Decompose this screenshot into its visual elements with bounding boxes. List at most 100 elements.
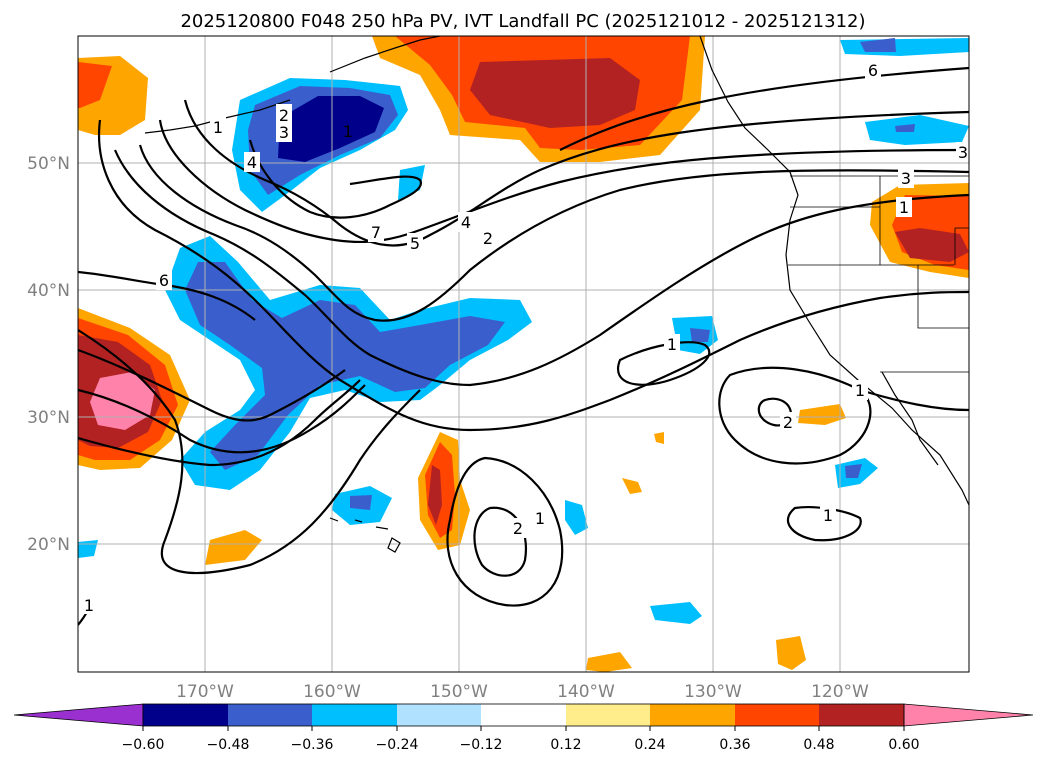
- neg-blob-ne-2-core: [895, 124, 915, 132]
- label-bg-e: [156, 270, 172, 290]
- neg-blob-1: [398, 165, 425, 200]
- pos-region-central-max: [428, 465, 442, 525]
- coast-hawaii: [329, 517, 401, 553]
- pos-region-nw-core: [78, 62, 112, 108]
- contour-sw-4: [78, 379, 361, 467]
- pos-blob-6: [654, 432, 664, 444]
- contour-label: 1: [84, 596, 94, 615]
- coast-west-na: [699, 36, 969, 506]
- lon-label: 150°W: [430, 682, 488, 702]
- contour-labels: 1 2 3 4 6 7 5 4 2 1 2 1 1 2: [82, 60, 970, 615]
- gridlines: [78, 36, 969, 672]
- pos-blob-5: [622, 478, 642, 494]
- colorbar-ticks: [142, 726, 905, 731]
- label-bg-d: [244, 152, 260, 172]
- pos-region-gulf-alaska-max: [470, 58, 640, 128]
- colorbar-tick-label: 0.36: [719, 737, 750, 753]
- neg-blob-3-core: [350, 495, 372, 510]
- contour-5: [183, 99, 969, 247]
- map-frame: [77, 35, 970, 673]
- contour-label: 3: [958, 143, 968, 162]
- pos-blob-1: [205, 530, 262, 565]
- colorbar-tick-label: −0.48: [207, 737, 250, 753]
- contour-label: 1: [213, 118, 223, 137]
- lon-label: 130°W: [684, 682, 742, 702]
- label-bg-n: [780, 412, 796, 432]
- contour-7: [248, 139, 423, 219]
- pos-region-west-max: [90, 372, 155, 430]
- figure-title: 2025120800 F048 250 hPa PV, IVT Landfall…: [180, 11, 865, 32]
- contour-label: 2: [279, 106, 289, 125]
- coast-alaska-peninsula: [329, 36, 441, 73]
- contour-label: 2: [483, 229, 493, 248]
- contour-6-east: [559, 66, 969, 151]
- contour-sw-2: [78, 348, 346, 422]
- label-bg-g: [407, 233, 423, 253]
- contour-label: 1: [899, 198, 909, 217]
- lat-label: 20°N: [27, 535, 70, 555]
- colorbar-segment: [819, 704, 904, 726]
- label-bg-j: [664, 334, 680, 354]
- neg-blob-5: [650, 602, 702, 624]
- colorbar-segment: [143, 704, 228, 726]
- label-bg-o: [820, 505, 836, 525]
- colorbar-frame: [142, 703, 905, 727]
- label-bg-k: [510, 518, 526, 538]
- label-bg-a: [210, 116, 226, 136]
- colorbar-tick-label: −0.60: [122, 737, 165, 753]
- shaded-fields: [78, 36, 969, 672]
- lon-label: 140°W: [557, 682, 615, 702]
- contour-label: 7: [371, 223, 381, 242]
- colorbar-tick-label: −0.36: [291, 737, 334, 753]
- lat-label: 50°N: [27, 154, 70, 174]
- label-bg-l: [532, 508, 548, 528]
- contour-label: 2: [783, 413, 793, 432]
- contour-label: 1: [823, 506, 833, 525]
- political-borders: [788, 175, 969, 373]
- neg-blob-ne-2: [865, 115, 969, 145]
- colorbar-segment: [566, 704, 650, 726]
- coast-baja: [881, 371, 939, 466]
- contour-1-north: [98, 119, 969, 432]
- colorbar-segment: [735, 704, 819, 726]
- neg-blob-6: [565, 500, 588, 535]
- pos-blob-3: [776, 636, 806, 670]
- label-bg-r: [896, 197, 912, 217]
- longitude-labels: 170°W 160°W 150°W 140°W 130°W 120°W: [176, 682, 869, 702]
- neg-region-north-core: [278, 96, 384, 162]
- contour-east-2: [757, 397, 793, 427]
- colorbar-tick-label: 0.48: [803, 737, 834, 753]
- contour-label: 6: [159, 271, 169, 290]
- contour-label: 2: [513, 519, 523, 538]
- label-bg-u: [82, 596, 96, 614]
- label-bg-i: [480, 228, 496, 248]
- lon-label: 120°W: [811, 682, 869, 702]
- contour-label: 5: [410, 234, 420, 253]
- coastlines: [144, 36, 969, 553]
- contour-label: 4: [461, 213, 471, 232]
- label-bg-m: [852, 380, 868, 400]
- pos-region-ne-max: [895, 228, 969, 262]
- contour-label: 1: [855, 381, 865, 400]
- label-bg-b: [276, 104, 292, 124]
- colorbar-extension-low: [13, 703, 144, 727]
- neg-blob-ne-1-core: [860, 38, 896, 52]
- lat-label: 30°N: [27, 408, 70, 428]
- colorbar-tick-label: 0.24: [634, 737, 665, 753]
- contour-low-1: [446, 456, 564, 607]
- colorbar-tick-label: −0.24: [376, 737, 419, 753]
- colorbar: −0.60 −0.48 −0.36 −0.24 −0.12 0.12 0.24 …: [13, 703, 1034, 753]
- contour-label: 1: [535, 509, 545, 528]
- latitude-labels: 50°N 40°N 30°N 20°N: [27, 154, 70, 555]
- neg-blob-2-core: [690, 328, 710, 342]
- map-panel: 1 2 3 4 6 7 5 4 2 1 2 1 1 2: [77, 35, 970, 673]
- pos-blob-4: [586, 652, 632, 672]
- contour-3: [138, 144, 969, 322]
- colorbar-tick-label: 0.12: [550, 737, 581, 753]
- label-bg-s: [898, 168, 914, 188]
- contour-label: 1: [343, 122, 353, 141]
- colorbar-segment: [228, 704, 312, 726]
- colorbar-tick-label: 0.60: [888, 737, 919, 753]
- label-bg-h: [458, 212, 474, 232]
